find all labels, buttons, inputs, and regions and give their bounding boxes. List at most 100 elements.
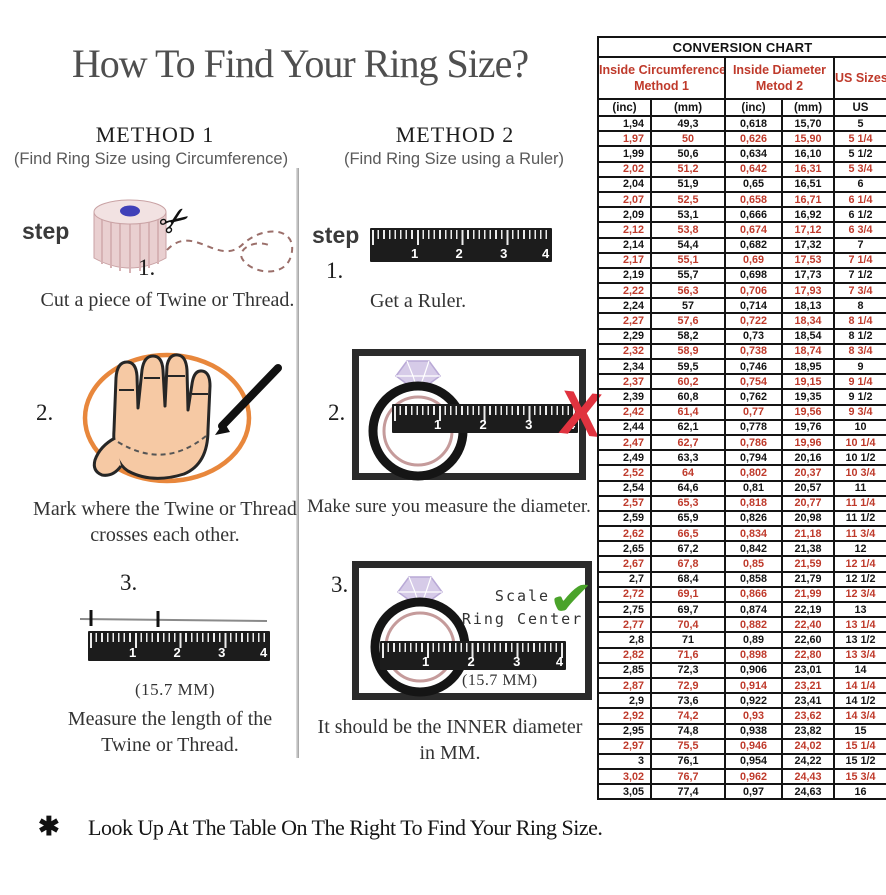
table-cell: 10 1/4 <box>833 433 886 452</box>
method2-measurement-note: (15.7 MM) <box>462 672 538 689</box>
table-row: 2,19 55,7 0,698 17,73 7 1/2 <box>597 266 886 285</box>
table-cell: 57,6 <box>650 312 726 330</box>
table-cell: 57 <box>650 297 726 315</box>
ruler-method2-step3: 1 2 3 4 <box>380 641 566 670</box>
table-cell: 0,842 <box>724 540 783 558</box>
table-row: 2,54 64,6 0,81 20,57 11 <box>597 479 886 497</box>
table-row: 2,09 53,1 0,666 16,92 6 1/2 <box>597 206 886 224</box>
table-cell: 14 1/4 <box>833 676 886 695</box>
table-cell: 7 <box>833 236 886 254</box>
table-row: 2,02 51,2 0,642 16,31 5 3/4 <box>597 160 886 178</box>
table-cell: 74,2 <box>650 707 726 725</box>
column-header: (inc) <box>597 98 652 117</box>
table-cell: 11 <box>833 479 886 497</box>
table-cell: 2,72 <box>597 585 652 604</box>
table-cell: 11 1/2 <box>833 509 886 528</box>
table-row: 2,62 66,5 0,834 21,18 11 3/4 <box>597 525 886 543</box>
table-cell: 24,22 <box>781 752 835 771</box>
table-cell: 14 3/4 <box>833 707 886 725</box>
table-cell: 71 <box>650 631 726 649</box>
table-cell: 0,946 <box>724 737 783 755</box>
table-cell: 9 3/4 <box>833 403 886 421</box>
table-cell: 8 1/4 <box>833 312 886 330</box>
table-row: 1,94 49,3 0,618 15,70 5 <box>597 114 886 133</box>
table-cell: 7 3/4 <box>833 282 886 300</box>
table-cell: 16,10 <box>781 145 835 163</box>
table-cell: 16,51 <box>781 175 835 193</box>
scale-label-line2: Ring Center <box>461 609 584 628</box>
table-cell: 21,38 <box>781 540 835 558</box>
table-row: 2,67 67,8 0,85 21,59 12 1/4 <box>597 555 886 573</box>
table-cell: 2,52 <box>597 464 652 482</box>
method2-step2-caption: Make sure you measure the diameter. <box>307 496 591 517</box>
method1-step3-caption-line2: Twine or Thread. <box>101 734 239 756</box>
table-cell: 17,73 <box>781 266 835 285</box>
table-cell: 0,922 <box>724 692 783 710</box>
method1-step1-number: 1. <box>138 255 156 280</box>
table-cell: 15 1/2 <box>833 752 886 771</box>
method1-step-label: step <box>22 218 70 244</box>
conversion-table: CONVERSION CHART Inside Circumference Me… <box>597 36 886 801</box>
table-cell: 23,41 <box>781 692 835 710</box>
table-cell: 0,874 <box>724 600 783 619</box>
ruler-number: 1 <box>410 246 419 261</box>
table-cell: 6 3/4 <box>833 221 886 239</box>
table-cell: 50,6 <box>650 145 726 163</box>
table-cell: 7 1/4 <box>833 251 886 269</box>
table-cell: 0,866 <box>724 585 783 604</box>
table-cell: 0,85 <box>724 555 783 573</box>
table-cell: 0,93 <box>724 707 783 725</box>
table-row: 2,77 70,4 0,882 22,40 13 1/4 <box>597 616 886 634</box>
table-cell: 0,762 <box>724 388 783 406</box>
table-row: 2,17 55,1 0,69 17,53 7 1/4 <box>597 251 886 269</box>
ruler-number: 4 <box>542 246 550 261</box>
table-cell: 2,97 <box>597 737 652 755</box>
table-cell: 21,99 <box>781 585 835 604</box>
table-cell: 2,04 <box>597 175 652 193</box>
table-cell: 0,858 <box>724 570 783 588</box>
table-row: 2,97 75,5 0,946 24,02 15 1/4 <box>597 737 886 755</box>
measured-thread <box>79 610 268 627</box>
ruler-number: 4 <box>567 417 576 432</box>
table-cell: 0,77 <box>724 403 783 421</box>
table-cell: 73,6 <box>650 692 726 710</box>
table-cell: 21,18 <box>781 525 835 543</box>
group-header-diameter: Inside Diameter Metod 2 <box>724 56 835 100</box>
table-cell: 0,682 <box>724 236 783 254</box>
table-cell: 20,98 <box>781 509 835 528</box>
method2-step3-caption-line1: It should be the INNER diameter <box>317 716 583 738</box>
table-cell: 5 1/4 <box>833 130 886 148</box>
table-cell: 0,81 <box>724 479 783 497</box>
method2-step1-caption: Get a Ruler. <box>370 290 467 312</box>
table-cell: 0,914 <box>724 676 783 695</box>
table-cell: 2,77 <box>597 616 652 634</box>
table-cell: 75,5 <box>650 737 726 755</box>
table-cell: 24,63 <box>781 783 835 801</box>
table-row: 3,02 76,7 0,962 24,43 15 3/4 <box>597 768 886 786</box>
table-cell: 17,53 <box>781 251 835 269</box>
table-row: 3 76,1 0,954 24,22 15 1/2 <box>597 752 886 771</box>
table-cell: 13 3/4 <box>833 646 886 664</box>
method2-step3-number: 3. <box>331 572 349 597</box>
table-cell: 0,65 <box>724 175 783 193</box>
thread-path <box>166 230 294 273</box>
method1-step2-caption-line1: Mark where the Twine or Thread <box>33 498 297 520</box>
table-cell: 15,70 <box>781 114 835 133</box>
table-cell: 0,666 <box>724 206 783 224</box>
vertical-divider <box>296 168 299 758</box>
table-row: 2,65 67,2 0,842 21,38 12 <box>597 540 886 558</box>
table-title: CONVERSION CHART <box>597 36 886 58</box>
table-cell: 2,29 <box>597 327 652 345</box>
table-row: 2,7 68,4 0,858 21,79 12 1/2 <box>597 570 886 588</box>
table-cell: 11 3/4 <box>833 525 886 543</box>
table-cell: 0,69 <box>724 251 783 269</box>
table-cell: 2,02 <box>597 160 652 178</box>
ruler-number: 2 <box>173 645 181 660</box>
table-cell: 2,37 <box>597 373 652 391</box>
table-cell: 9 <box>833 357 886 376</box>
table-cell: 76,7 <box>650 768 726 786</box>
table-cell: 7 1/2 <box>833 266 886 285</box>
table-cell: 21,79 <box>781 570 835 588</box>
table-cell: 12 3/4 <box>833 585 886 604</box>
